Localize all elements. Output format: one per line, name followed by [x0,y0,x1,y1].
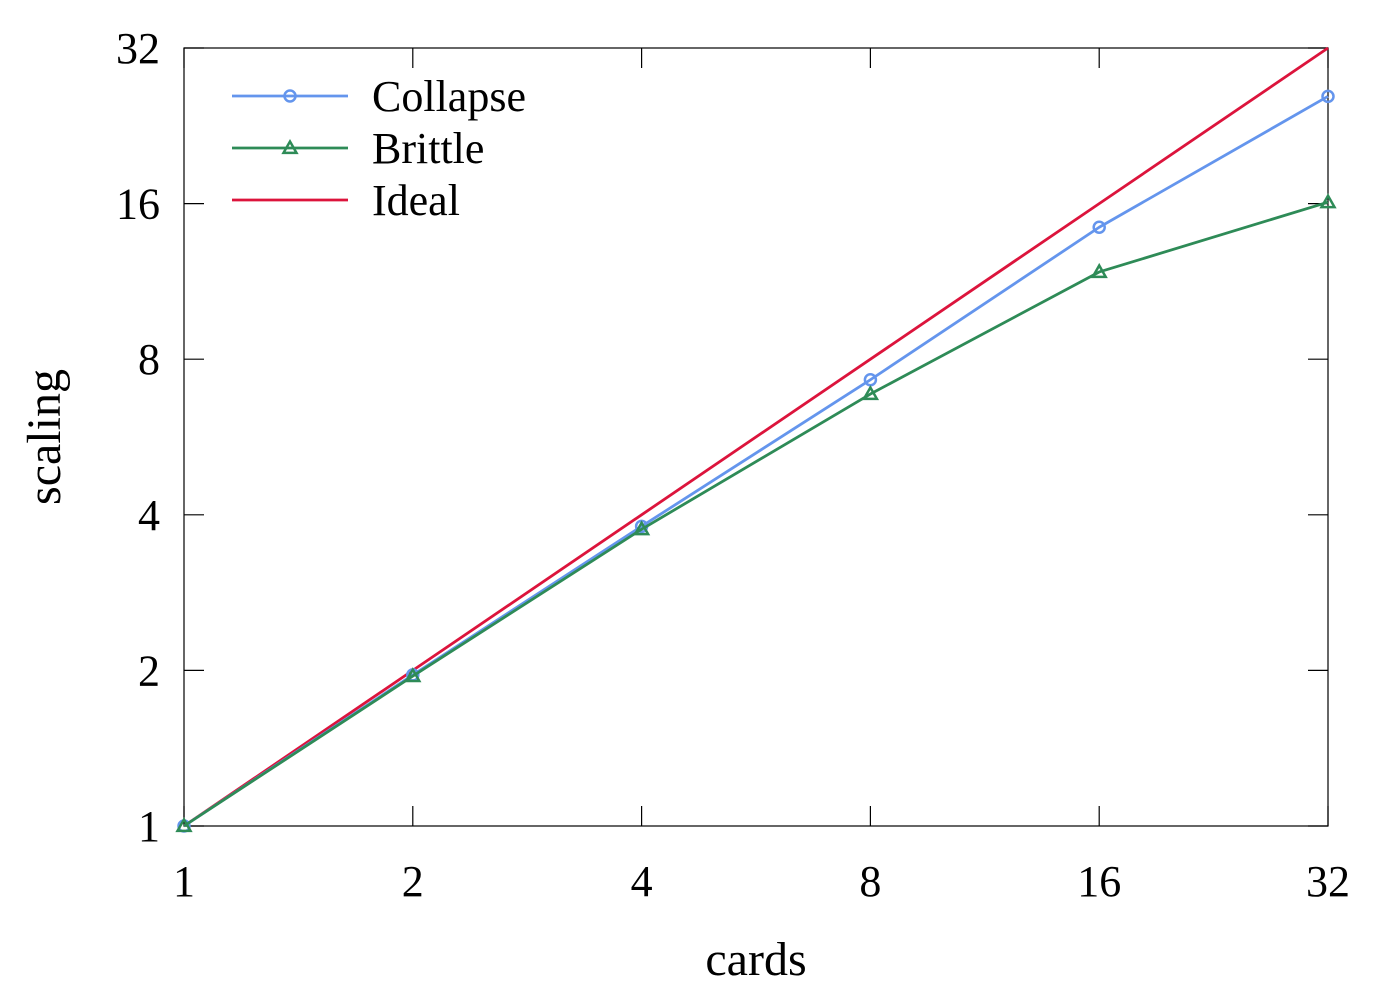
series-layer [175,46,1337,833]
x-tick-label: 2 [402,857,424,906]
legend-label-brittle: Brittle [372,124,484,173]
y-tick-label: 16 [116,180,160,229]
data-point-brittle [1319,193,1337,209]
plot-frame [183,47,1329,827]
legend-marker-brittle [281,138,299,155]
plot-border [183,47,1329,827]
legend-label-ideal: Ideal [372,176,460,225]
series-line-ideal [183,46,1329,828]
x-tick-label: 32 [1306,857,1350,906]
x-tick-label: 1 [173,857,195,906]
data-point-collapse [1321,89,1335,104]
y-tick-label: 2 [138,646,160,695]
series-ideal [183,46,1329,828]
y-tick-label: 8 [138,335,160,384]
x-tick-label: 16 [1077,857,1121,906]
x-tick-labels: 1 2 4 8 16 32 [173,857,1350,906]
legend-label-collapse: Collapse [372,72,526,121]
data-point-brittle [404,667,422,683]
y-tick-label: 4 [138,491,160,540]
y-tick-label: 32 [116,24,160,73]
x-tick-label: 8 [859,857,881,906]
data-point-brittle [175,816,193,833]
legend-item-collapse: Collapse [232,72,526,121]
y-tick-labels: 1 2 4 8 16 32 [116,24,160,851]
x-axis-label: cards [705,933,806,986]
x-tick-label: 4 [631,857,653,906]
legend-item-ideal: Ideal [232,176,460,225]
data-point-brittle [861,385,880,401]
data-point-brittle [1090,262,1108,279]
y-axis-label: scaling [18,369,71,505]
series-brittle [175,193,1337,833]
legend-marker-collapse [283,89,297,103]
legend-item-brittle: Brittle [232,124,484,173]
series-line-brittle [183,200,1329,828]
y-tick-label: 1 [138,802,160,851]
data-point-brittle [632,520,651,536]
data-point-collapse [1092,220,1106,235]
